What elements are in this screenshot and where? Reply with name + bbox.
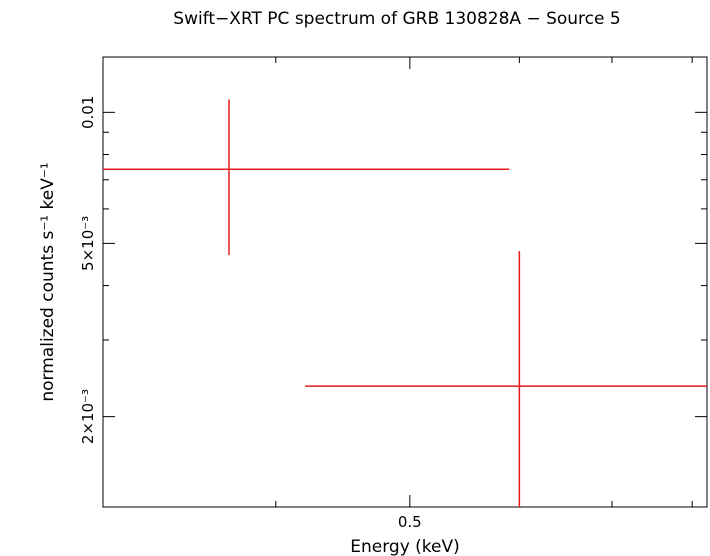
axis-ticks (102, 57, 707, 507)
plot-frame (102, 56, 708, 508)
y-tick-label: 5×10⁻³ (79, 216, 97, 271)
data-point (103, 99, 510, 256)
x-axis-label: Energy (keV) (350, 537, 460, 556)
data-point (305, 251, 707, 507)
chart-title: Swift−XRT PC spectrum of GRB 130828A − S… (173, 9, 620, 29)
x-tick-label: 0.5 (398, 513, 422, 531)
y-tick-label: 0.01 (79, 96, 97, 129)
data-series (103, 99, 707, 507)
y-tick-label: 2×10⁻³ (79, 389, 97, 444)
y-axis-label: normalized counts s⁻¹ keV⁻¹ (38, 162, 58, 401)
tick-labels: 0.01 5×10⁻³ 2×10⁻³ 0.5 (79, 96, 422, 531)
